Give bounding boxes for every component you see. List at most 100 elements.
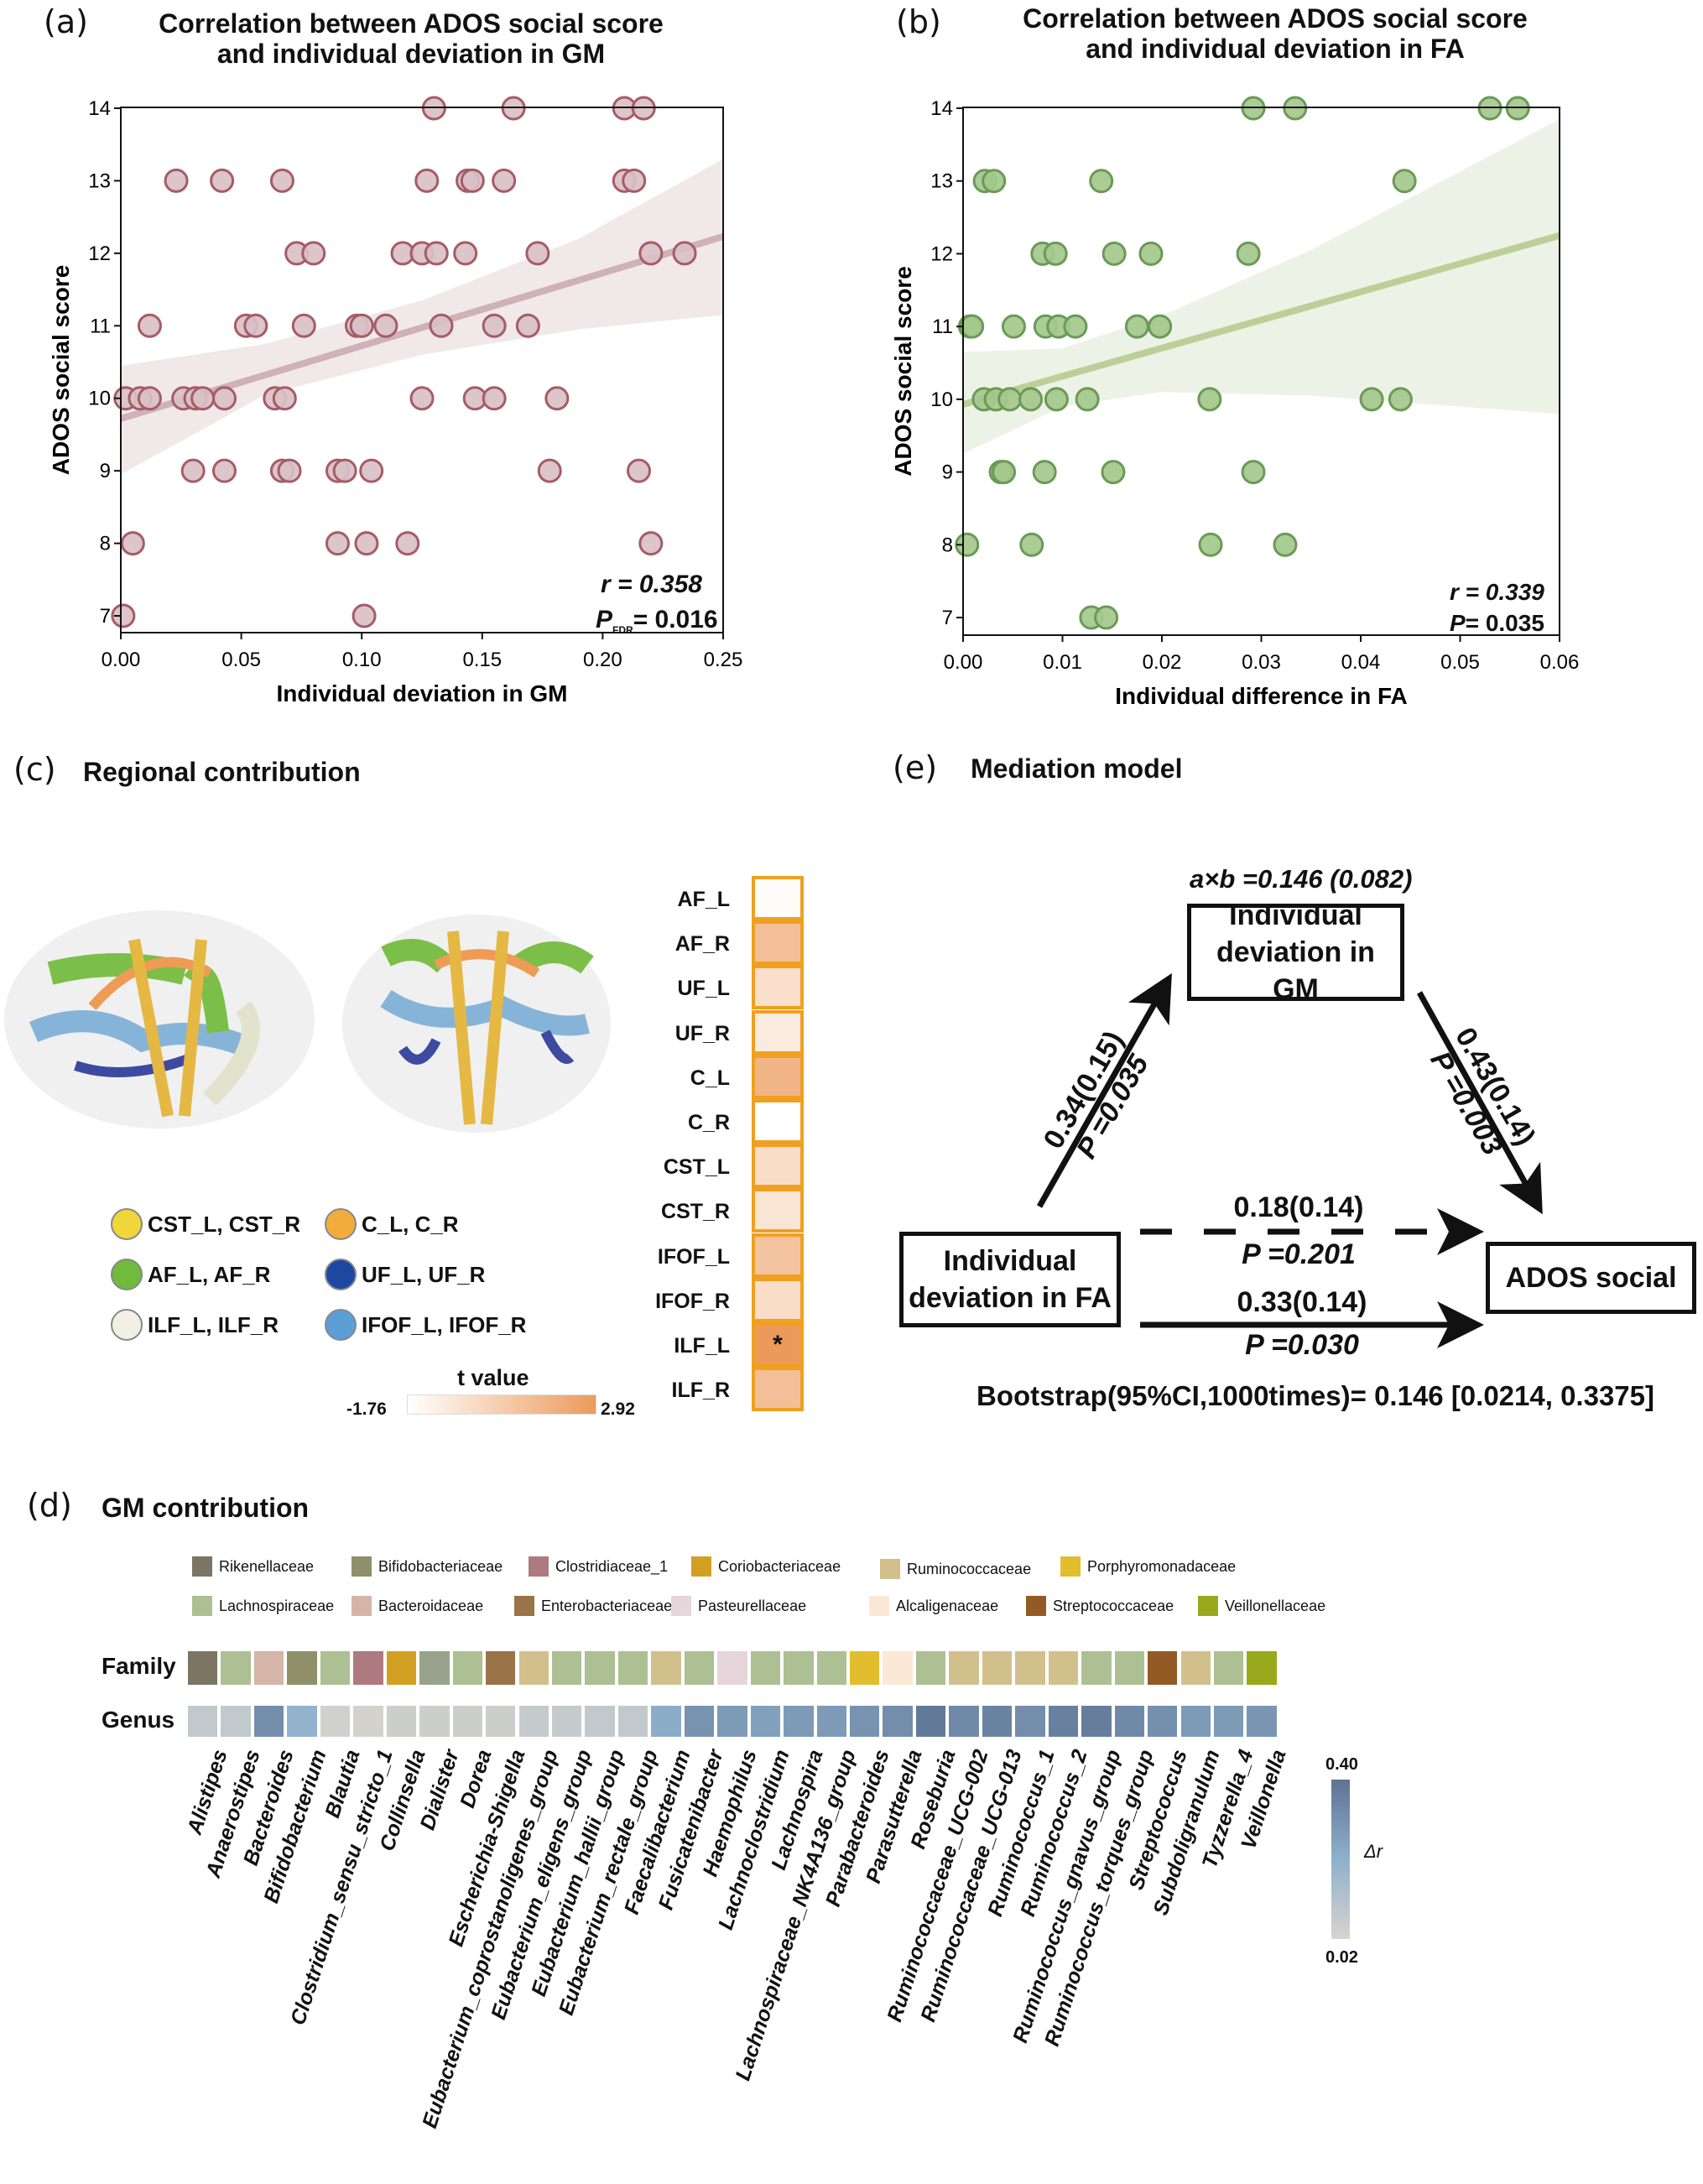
family-cell <box>850 1651 880 1685</box>
tract-legend-item: CST_L, CST_R <box>111 1208 325 1240</box>
genus-cell <box>1247 1706 1277 1737</box>
data-point <box>277 458 302 483</box>
data-point <box>955 532 980 557</box>
path-b-arrow <box>1416 991 1543 1215</box>
data-point <box>638 531 664 556</box>
heatmap-row-label: AF_R <box>674 932 730 956</box>
heatmap-cell <box>752 1277 804 1322</box>
data-point <box>1273 532 1298 557</box>
path-c-p: P =0.030 <box>1245 1329 1359 1361</box>
data-point <box>638 241 664 266</box>
x-tick-label: 0.25 <box>704 649 743 671</box>
y-tick-label: 7 <box>942 607 953 629</box>
heatmap-cell <box>752 1188 804 1233</box>
data-point <box>460 168 485 193</box>
genus-cell <box>750 1706 781 1737</box>
genus-cell <box>585 1706 615 1737</box>
family-cell <box>1213 1651 1244 1685</box>
data-point <box>349 313 374 338</box>
heatmap-cell <box>752 1009 804 1055</box>
family-cell <box>518 1651 549 1685</box>
p-label: P <box>1450 610 1466 636</box>
data-point <box>1197 387 1222 412</box>
brain-coronal-view <box>342 915 611 1133</box>
family-swatch-icon <box>691 1556 711 1577</box>
y-tick-label: 11 <box>932 315 953 338</box>
heatmap-cell: * <box>752 1322 804 1367</box>
path-c-prime-p: P =0.201 <box>1242 1238 1356 1270</box>
mediation-arrows <box>1036 972 1543 1348</box>
data-point <box>409 386 435 411</box>
y-tick-label: 12 <box>88 242 111 265</box>
data-point <box>626 458 651 483</box>
heatmap-cell <box>752 1233 804 1278</box>
genus-cell <box>850 1706 880 1737</box>
tract-legend-item: C_L, C_R <box>325 1208 576 1240</box>
data-point <box>210 168 235 193</box>
legend-label: AF_L, AF_R <box>148 1261 271 1287</box>
data-point <box>482 313 507 338</box>
family-cell <box>1148 1651 1178 1685</box>
family-cell <box>320 1651 351 1685</box>
data-point <box>1075 387 1100 412</box>
plot-frame <box>120 107 724 633</box>
data-point <box>1032 460 1057 485</box>
family-cell <box>651 1651 681 1685</box>
genus-cell <box>253 1706 284 1737</box>
t-value-label: t value <box>457 1365 529 1390</box>
x-tick-label: 0.10 <box>342 649 382 671</box>
data-point <box>1101 460 1126 485</box>
family-cell <box>1015 1651 1045 1685</box>
family-cell <box>617 1651 648 1685</box>
p-label: P <box>596 606 613 633</box>
family-legend-item: Streptococcaceae <box>1026 1596 1174 1616</box>
predictor-line1: Individual <box>943 1245 1077 1277</box>
regression-line <box>961 232 1561 408</box>
y-tick-label: 10 <box>930 388 953 411</box>
family-legend-item: Pasteurellaceae <box>671 1596 806 1616</box>
y-tick-label: 13 <box>88 169 111 192</box>
family-legend-label: Rikenellaceae <box>219 1557 315 1575</box>
family-cell <box>253 1651 284 1685</box>
legend-label: UF_L, UF_R <box>362 1261 486 1287</box>
heatmap-row-label: UF_L <box>677 977 731 1001</box>
data-point <box>395 531 420 556</box>
family-swatch-icon <box>529 1556 549 1577</box>
t-colorbar-min: -1.76 <box>346 1400 387 1419</box>
legend-label: ILF_L, ILF_R <box>148 1311 279 1337</box>
family-legend-item: Bifidobacteriaceae <box>352 1556 503 1577</box>
path-c-coef: 0.33(0.14) <box>1237 1286 1367 1318</box>
data-point <box>325 531 350 556</box>
data-point <box>111 603 136 628</box>
family-cell <box>1180 1651 1211 1685</box>
family-swatch-icon <box>671 1596 691 1616</box>
family-cell <box>883 1651 913 1685</box>
genus-cell <box>982 1706 1013 1737</box>
genus-cell <box>883 1706 913 1737</box>
genus-cell <box>1180 1706 1211 1737</box>
x-tick-label: 0.06 <box>1540 651 1580 674</box>
panel-b-letter: (b) <box>896 3 941 40</box>
legend-label: IFOF_L, IFOF_R <box>362 1311 527 1337</box>
panel-b-title-line1: Correlation between ADOS social score <box>1023 3 1528 34</box>
data-point <box>120 531 145 556</box>
data-point <box>1388 387 1413 412</box>
family-legend-item: Porphyromonadaceae <box>1060 1556 1236 1577</box>
outcome-label: ADOS social <box>1505 1262 1677 1294</box>
heatmap-row-label: UF_R <box>674 1021 730 1045</box>
data-point <box>482 386 507 411</box>
data-point <box>1019 532 1044 557</box>
family-swatch-icon <box>352 1596 372 1616</box>
t-colorbar-max: 2.92 <box>601 1400 635 1419</box>
genus-cell <box>353 1706 383 1737</box>
family-swatch-icon <box>192 1596 212 1616</box>
heatmap-row-label: ILF_L <box>674 1334 730 1358</box>
tract-legend-item: IFOF_L, IFOF_R <box>325 1309 576 1341</box>
path-a-arrow <box>1036 972 1172 1208</box>
heatmap-row-label: IFOF_R <box>655 1289 730 1313</box>
genus-cell <box>684 1706 715 1737</box>
y-tick-label: 14 <box>88 97 111 120</box>
family-cell <box>717 1651 747 1685</box>
data-point <box>1044 387 1069 412</box>
panel-a-p-value: PFDR= 0.016 <box>596 606 718 636</box>
